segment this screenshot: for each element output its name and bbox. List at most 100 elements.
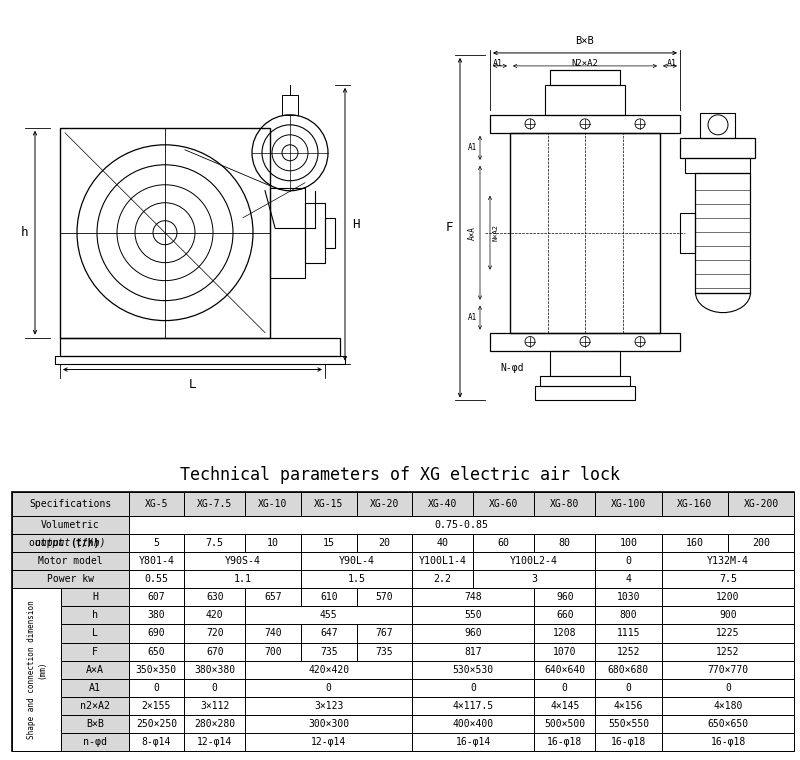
Text: 16-φ18: 16-φ18 (610, 737, 646, 747)
Text: XG-5: XG-5 (145, 499, 168, 508)
Text: 735: 735 (375, 647, 393, 657)
Text: Y100L2-4: Y100L2-4 (510, 556, 558, 566)
Bar (129, 570, 184, 588)
Bar (357, 625, 412, 642)
Bar (246, 534, 301, 552)
Bar (12, 552, 129, 570)
Bar (129, 642, 184, 660)
Text: B×B: B×B (86, 719, 104, 729)
Bar (12, 492, 129, 516)
Text: 8-φ14: 8-φ14 (142, 737, 171, 747)
Text: 16-φ14: 16-φ14 (455, 737, 490, 747)
Bar (129, 697, 184, 715)
Text: A1: A1 (493, 59, 503, 68)
Text: 960: 960 (464, 629, 482, 638)
Bar (62, 660, 129, 679)
Bar (412, 715, 534, 733)
Bar (129, 552, 184, 570)
Text: 0.75-0.85: 0.75-0.85 (434, 520, 489, 530)
Text: 4×117.5: 4×117.5 (453, 701, 494, 711)
Bar (700, 112, 735, 138)
Text: N×A2: N×A2 (492, 224, 498, 241)
Bar (184, 625, 246, 642)
Bar (534, 660, 595, 679)
Bar (357, 492, 412, 516)
Bar (12, 534, 129, 552)
Text: output (t/h): output (t/h) (35, 538, 106, 548)
Bar (357, 588, 412, 606)
Bar (662, 660, 794, 679)
Text: 570: 570 (375, 592, 393, 602)
Text: 900: 900 (719, 610, 737, 620)
Text: 1225: 1225 (716, 629, 740, 638)
Text: Y90S-4: Y90S-4 (225, 556, 261, 566)
Bar (129, 715, 184, 733)
Text: h: h (92, 610, 98, 620)
Text: 250×250: 250×250 (136, 719, 177, 729)
Bar (62, 697, 129, 715)
Text: 4×156: 4×156 (614, 701, 643, 711)
Bar (534, 534, 595, 552)
Text: 12-φ14: 12-φ14 (311, 737, 346, 747)
Bar (12, 534, 129, 552)
Text: 4×180: 4×180 (714, 701, 742, 711)
Bar (246, 625, 301, 642)
Bar (184, 697, 246, 715)
Bar (412, 492, 473, 516)
Bar (662, 625, 794, 642)
Bar (534, 625, 595, 642)
Bar (728, 492, 794, 516)
Bar (305, 203, 325, 263)
Bar (129, 660, 184, 679)
Text: n2×A2: n2×A2 (80, 701, 110, 711)
Text: 16-φ18: 16-φ18 (710, 737, 746, 747)
Bar (55, 356, 345, 363)
Bar (60, 337, 340, 356)
Text: XG-200: XG-200 (743, 499, 779, 508)
Text: Volumetric: Volumetric (41, 520, 100, 530)
Text: XG-100: XG-100 (610, 499, 646, 508)
Bar (662, 606, 794, 625)
Bar (184, 492, 246, 516)
Bar (412, 570, 473, 588)
Bar (184, 642, 246, 660)
Text: 3: 3 (531, 575, 537, 584)
Text: 640×640: 640×640 (544, 665, 586, 675)
Bar (270, 188, 305, 277)
Bar (534, 697, 595, 715)
Bar (510, 133, 660, 333)
Bar (184, 570, 301, 588)
Bar (412, 534, 473, 552)
Text: 700: 700 (264, 647, 282, 657)
Bar (62, 715, 129, 733)
Bar (129, 606, 184, 625)
Text: 770×770: 770×770 (707, 665, 749, 675)
Text: 0: 0 (326, 682, 332, 693)
Bar (473, 492, 534, 516)
Bar (662, 552, 794, 570)
Text: XG-160: XG-160 (677, 499, 713, 508)
Bar (129, 625, 184, 642)
Text: L: L (189, 378, 196, 391)
Bar (184, 733, 246, 751)
Text: 160: 160 (686, 538, 704, 548)
Text: 4: 4 (626, 575, 631, 584)
Text: 15: 15 (322, 538, 334, 548)
Text: 80: 80 (558, 538, 570, 548)
Text: 550×550: 550×550 (608, 719, 649, 729)
Bar (595, 679, 662, 697)
Bar (184, 715, 246, 733)
Text: 800: 800 (620, 610, 638, 620)
Bar (325, 217, 335, 248)
Text: L: L (92, 629, 98, 638)
Bar (534, 642, 595, 660)
Text: 670: 670 (206, 647, 223, 657)
Bar (62, 642, 129, 660)
Text: 12-φ14: 12-φ14 (197, 737, 232, 747)
Bar (184, 552, 301, 570)
Bar (534, 492, 595, 516)
Bar (595, 492, 662, 516)
Text: 530×530: 530×530 (453, 665, 494, 675)
Bar (184, 606, 246, 625)
Text: 657: 657 (264, 592, 282, 602)
